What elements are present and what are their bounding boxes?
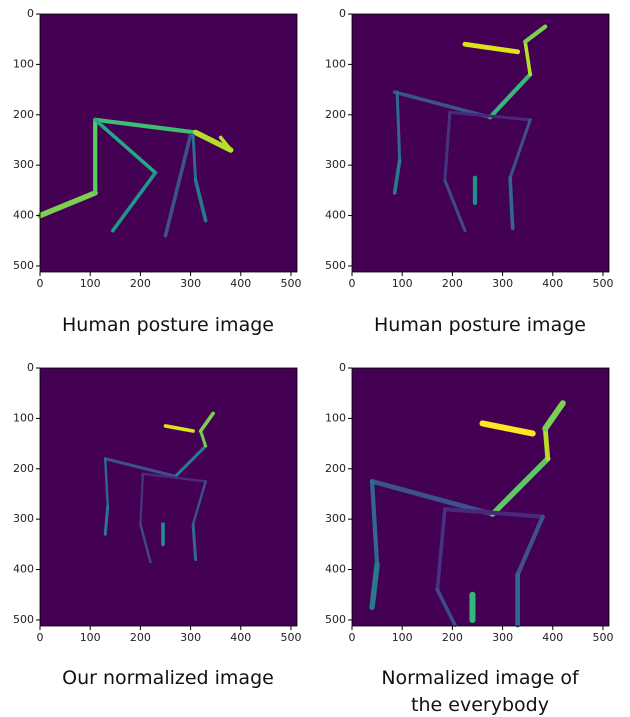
x-tick-label: 300 xyxy=(492,277,513,290)
x-tick-label: 500 xyxy=(280,631,301,644)
y-tick-label: 0 xyxy=(27,361,34,374)
x-tick-label: 400 xyxy=(230,631,251,644)
y-tick-label: 400 xyxy=(13,209,34,222)
y-tick-label: 300 xyxy=(13,512,34,525)
x-tick-label: 0 xyxy=(349,277,356,290)
limb xyxy=(545,428,548,458)
image-background xyxy=(40,14,297,272)
figure-canvas: 0100200300400500010020030040050001002003… xyxy=(0,0,630,717)
caption: Human posture image xyxy=(18,312,318,339)
y-tick-label: 0 xyxy=(339,361,346,374)
y-tick-label: 300 xyxy=(13,158,34,171)
image-background xyxy=(352,368,609,626)
caption: Our normalized image xyxy=(18,665,318,692)
x-tick-label: 300 xyxy=(180,631,201,644)
caption: Human posture image xyxy=(330,312,630,339)
x-tick-label: 200 xyxy=(130,277,151,290)
y-tick-label: 200 xyxy=(325,462,346,475)
y-tick-label: 200 xyxy=(13,108,34,121)
image-background xyxy=(352,14,609,272)
x-tick-label: 0 xyxy=(349,631,356,644)
x-tick-label: 200 xyxy=(130,631,151,644)
y-tick-label: 100 xyxy=(13,57,34,70)
x-tick-label: 100 xyxy=(80,631,101,644)
y-tick-label: 500 xyxy=(325,613,346,626)
y-tick-label: 400 xyxy=(13,563,34,576)
y-tick-label: 400 xyxy=(325,209,346,222)
x-tick-label: 100 xyxy=(80,277,101,290)
limb xyxy=(510,178,513,228)
x-tick-label: 500 xyxy=(592,277,613,290)
y-tick-label: 200 xyxy=(13,462,34,475)
x-tick-label: 500 xyxy=(592,631,613,644)
x-tick-label: 100 xyxy=(392,277,413,290)
y-tick-label: 300 xyxy=(325,158,346,171)
figure: 0100200300400500010020030040050001002003… xyxy=(0,0,630,717)
x-tick-label: 0 xyxy=(37,277,44,290)
x-tick-label: 500 xyxy=(280,277,301,290)
x-tick-label: 300 xyxy=(492,631,513,644)
y-tick-label: 100 xyxy=(325,411,346,424)
y-tick-label: 500 xyxy=(13,613,34,626)
y-tick-label: 500 xyxy=(325,259,346,272)
x-tick-label: 100 xyxy=(392,631,413,644)
x-tick-label: 300 xyxy=(180,277,201,290)
y-tick-label: 0 xyxy=(27,7,34,20)
x-tick-label: 400 xyxy=(230,277,251,290)
y-tick-label: 500 xyxy=(13,259,34,272)
y-tick-label: 0 xyxy=(339,7,346,20)
y-tick-label: 100 xyxy=(13,411,34,424)
x-tick-label: 400 xyxy=(542,277,563,290)
y-tick-label: 400 xyxy=(325,563,346,576)
x-tick-label: 400 xyxy=(542,631,563,644)
x-tick-label: 200 xyxy=(442,631,463,644)
x-tick-label: 200 xyxy=(442,277,463,290)
image-background xyxy=(40,368,297,626)
y-tick-label: 100 xyxy=(325,57,346,70)
y-tick-label: 200 xyxy=(325,108,346,121)
caption: Normalized image of the everybody xyxy=(330,665,630,717)
x-tick-label: 0 xyxy=(37,631,44,644)
y-tick-label: 300 xyxy=(325,512,346,525)
